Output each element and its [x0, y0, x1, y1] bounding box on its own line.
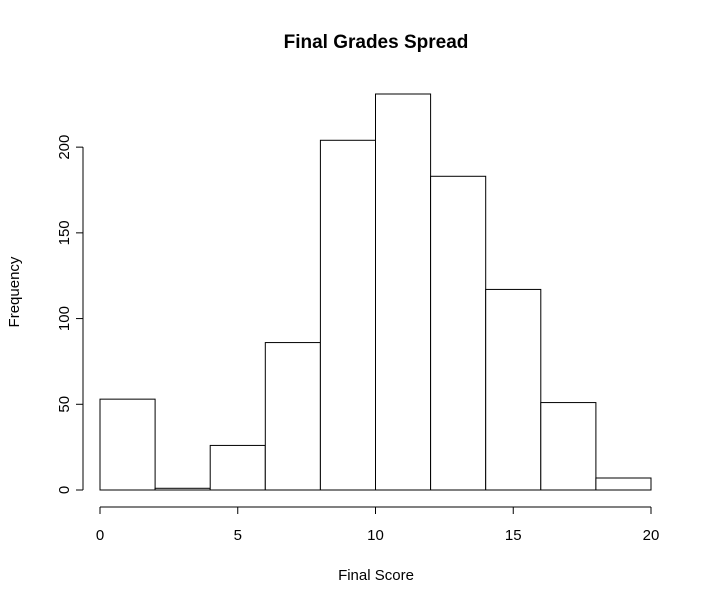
bar-7	[485, 288, 542, 491]
bar-6	[430, 175, 487, 491]
y-axis: 0 50 100 150 200	[56, 135, 84, 494]
x-axis-label: Final Score	[338, 567, 414, 584]
x-tick-label-3: 15	[505, 527, 522, 544]
bar-3	[264, 342, 321, 491]
x-tick-label-1: 5	[234, 527, 242, 544]
bar-1	[154, 487, 211, 491]
x-tick-label-0: 0	[96, 527, 104, 544]
bars-group	[99, 93, 652, 491]
x-tick-label-4: 20	[643, 527, 660, 544]
bar-2	[209, 444, 266, 491]
y-tick-label-1: 50	[56, 396, 73, 413]
bar-8	[540, 402, 597, 491]
x-axis: 0 5 10 15 20	[96, 506, 660, 544]
y-tick-label-4: 200	[56, 135, 73, 160]
chart-title: Final Grades Spread	[284, 32, 469, 53]
bar-5	[375, 93, 432, 491]
bar-4	[319, 139, 376, 491]
y-tick-label-0: 0	[56, 486, 73, 494]
bar-0	[99, 398, 156, 491]
y-tick-label-3: 150	[56, 220, 73, 245]
bar-9	[595, 477, 652, 491]
x-tick-label-2: 10	[367, 527, 384, 544]
y-axis-label: Frequency	[6, 256, 23, 327]
y-tick-label-2: 100	[56, 306, 73, 331]
